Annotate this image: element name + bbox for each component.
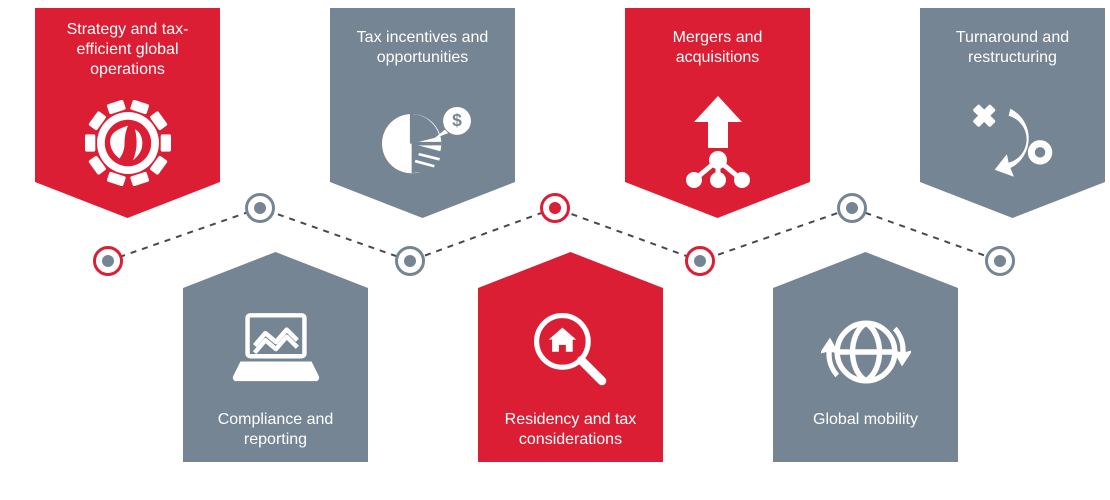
connector-node (93, 246, 123, 276)
connector-node (395, 246, 425, 276)
chevron-residency: Residency and tax considerations (478, 252, 663, 462)
chevron-label: Tax incentives and opportunities (330, 28, 515, 68)
connector-node (985, 246, 1015, 276)
connector-node (245, 193, 275, 223)
chevron-strategy: Strategy and tax-efficient global operat… (35, 8, 220, 218)
connector-node (685, 246, 715, 276)
chevron-label: Mergers and acquisitions (625, 28, 810, 68)
pie-dollar-icon: $ (330, 100, 515, 182)
chevron-mobility: Global mobility (773, 252, 958, 462)
chevron-mergers: Mergers and acquisitions (625, 8, 810, 218)
gear-globe-icon (35, 100, 220, 186)
chevron-compliance: Compliance and reporting (183, 252, 368, 462)
chevron-label: Compliance and reporting (183, 410, 368, 450)
infographic-stage: Strategy and tax-efficient global operat… (0, 0, 1110, 500)
globe-arrows-icon (773, 307, 958, 397)
x-arc-o-icon (920, 100, 1105, 182)
svg-text:$: $ (452, 110, 462, 130)
connector-node (837, 193, 867, 223)
magnify-house-icon (478, 307, 663, 393)
chevron-label: Residency and tax considerations (478, 410, 663, 450)
chevron-label: Turnaround and restructuring (920, 28, 1105, 68)
connector-node (540, 193, 570, 223)
chevron-turnaround: Turnaround and restructuring (920, 8, 1105, 218)
chevron-label: Strategy and tax-efficient global operat… (35, 20, 220, 80)
laptop-chart-icon (183, 310, 368, 390)
chevron-incentives: Tax incentives and opportunities $ (330, 8, 515, 218)
arrow-merge-icon (625, 96, 810, 188)
chevron-label: Global mobility (773, 410, 958, 430)
